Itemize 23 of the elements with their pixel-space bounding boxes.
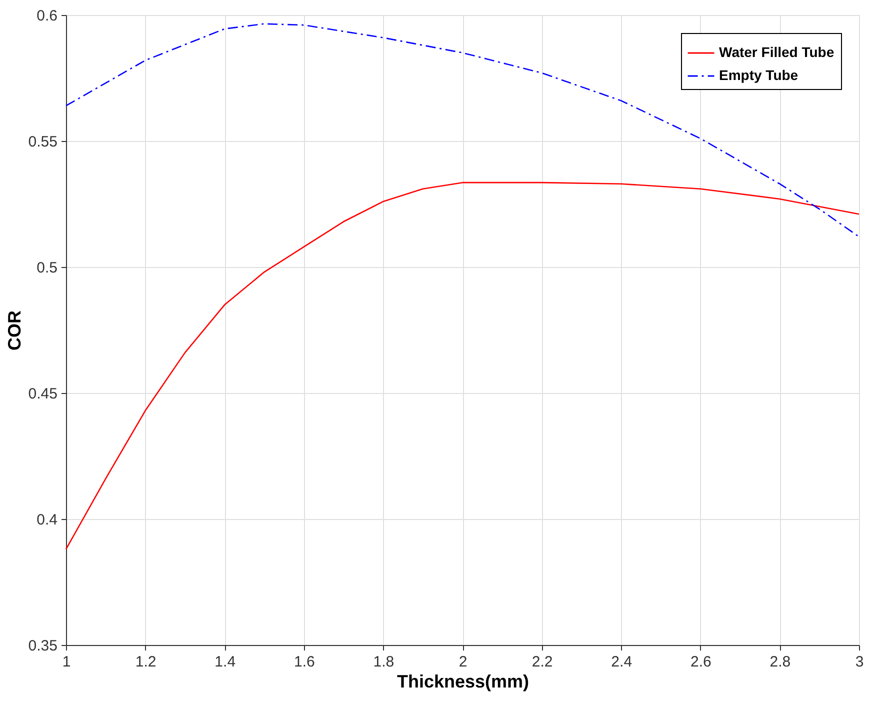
- y-tick-label: 0.45: [28, 386, 58, 402]
- line-series: [65, 23, 860, 238]
- x-tick-label: 1: [62, 654, 71, 670]
- y-tick-label: 0.4: [36, 512, 58, 528]
- x-tick-label: 1.4: [214, 654, 236, 670]
- y-tick-label: 0.5: [36, 260, 58, 276]
- x-axis-title: Thickness(mm): [396, 672, 530, 692]
- x-tick-label: 3: [855, 654, 864, 670]
- x-tick-label: 2.8: [770, 654, 791, 670]
- x-tick-label: 1.2: [135, 654, 156, 670]
- y-tick-label: 0.6: [36, 8, 58, 24]
- y-axis-title: COR: [4, 310, 24, 350]
- y-tick-label: 0.35: [28, 638, 58, 654]
- legend-label: Water Filled Tube: [719, 44, 834, 60]
- x-tick-label: 2.6: [690, 654, 712, 670]
- x-tick-label: 1.8: [373, 654, 394, 670]
- line-series: [65, 182, 860, 550]
- x-tick-label: 2.2: [532, 654, 553, 670]
- x-tick-label: 1.6: [294, 654, 315, 670]
- x-tick-label: 2: [458, 654, 468, 670]
- y-tick-label: 0.55: [28, 134, 58, 150]
- x-tick-label: 2.4: [611, 654, 632, 670]
- legend-label: Empty Tube: [719, 67, 798, 83]
